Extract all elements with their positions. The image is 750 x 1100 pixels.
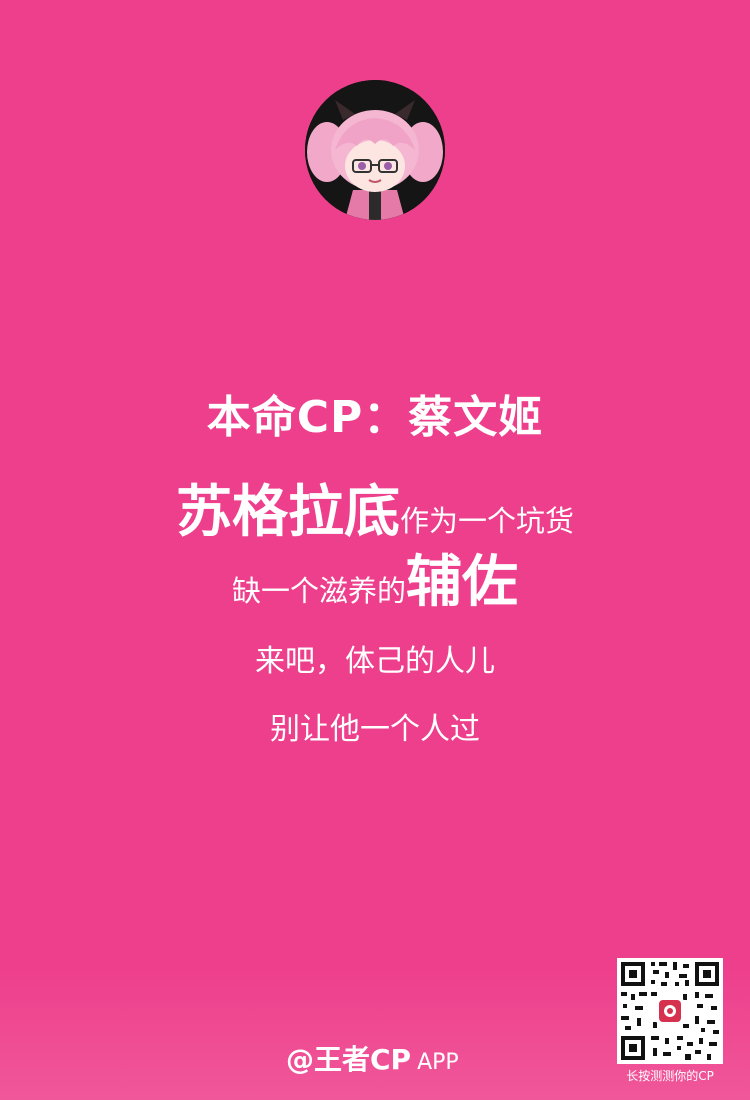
description-line-2: 缺一个滋养的辅佐 — [0, 548, 750, 631]
brand-suffix: APP — [417, 1050, 459, 1075]
footer-brand: @王者CP APP — [286, 1040, 459, 1084]
highlight-text: 苏格拉底 — [175, 480, 400, 545]
qr-code[interactable] — [617, 958, 723, 1064]
brand-name: @王者CP — [286, 1043, 412, 1076]
qr-code-icon — [617, 958, 723, 1064]
description-line-3: 来吧，体己的人儿 — [255, 644, 495, 679]
page-title: 本命CP：蔡文姬 — [206, 392, 544, 443]
qr-caption: 长按测测你的CP — [626, 1069, 714, 1083]
avatar — [305, 80, 445, 220]
highlight-text: 辅佐 — [406, 550, 518, 615]
normal-text: 作为一个坑货 — [399, 504, 574, 538]
anime-character-icon — [305, 80, 445, 220]
description-line-1: 苏格拉底作为一个坑货 — [0, 478, 750, 561]
normal-text: 缺一个滋养的 — [231, 574, 406, 608]
description-line-4: 别让他一个人过 — [270, 712, 480, 747]
